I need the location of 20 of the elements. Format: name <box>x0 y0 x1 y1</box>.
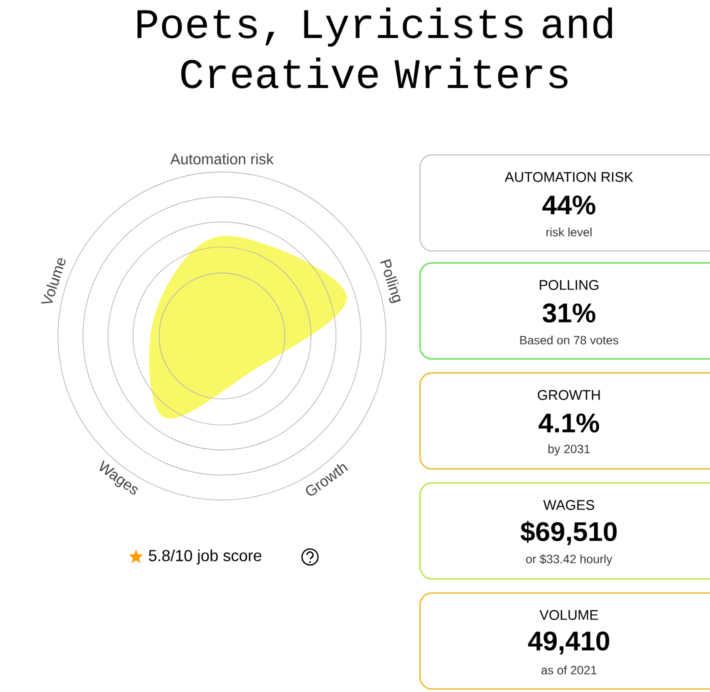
text: 44% <box>542 195 596 214</box>
text: VOLUME <box>540 610 598 620</box>
text: Based on 78 votes <box>520 336 618 344</box>
text: AUTOMATION RISK <box>504 172 634 182</box>
text: by 2031 <box>548 444 590 456</box>
text: 31% <box>542 303 596 323</box>
chart-title: Poets, Lyricists and Creative Writers <box>137 8 612 88</box>
text: or $33.42 hourly <box>526 554 612 566</box>
text: as of 2021 <box>541 666 596 674</box>
text: WAGES <box>543 500 594 510</box>
text: POLLING <box>540 280 598 290</box>
text: 5.8/10 job score <box>148 550 262 564</box>
spoke-label: Polling <box>380 259 401 304</box>
text: risk level <box>546 228 592 236</box>
text: 4.1% <box>538 413 600 432</box>
text: 49,410 <box>528 631 610 655</box>
spoke-label: Volume <box>41 258 66 304</box>
spoke-label: Automation risk <box>170 153 274 164</box>
text: GROWTH <box>538 390 600 400</box>
text: $69,510 <box>520 520 617 546</box>
